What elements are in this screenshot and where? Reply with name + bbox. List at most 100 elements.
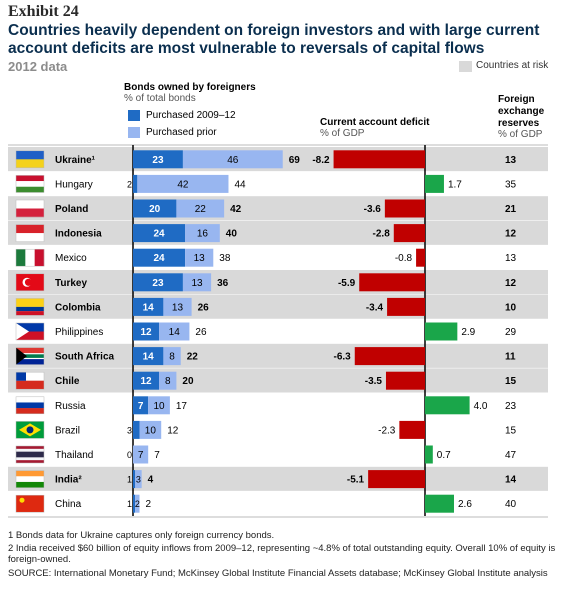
- bar-prior: [185, 224, 220, 243]
- fx-value-label: 10: [505, 302, 517, 313]
- bar-prior-label: 22: [195, 204, 207, 215]
- country-label: Indonesia: [55, 229, 102, 240]
- bar-cad: [425, 494, 454, 513]
- risk-band: [8, 220, 548, 246]
- bar-prior: [182, 273, 212, 292]
- bar-prior: [185, 248, 214, 267]
- bar-prior: [139, 420, 162, 439]
- risk-band: [8, 270, 548, 295]
- risk-band: [8, 196, 548, 221]
- bar-recent-label: 14: [143, 352, 155, 363]
- cad-value-label: -2.3: [378, 425, 396, 436]
- country-label: India²: [55, 475, 82, 486]
- bar-recent: [133, 470, 136, 489]
- bond-total-label: 26: [198, 302, 210, 313]
- bond-total-label: 44: [234, 179, 246, 190]
- country-label: Brazil: [55, 425, 80, 436]
- bar-recent: [133, 494, 136, 513]
- bond-total-label: 20: [182, 376, 194, 387]
- bar-cad: [359, 273, 425, 292]
- turkey-flag-icon: [15, 273, 45, 292]
- country-label: Colombia: [55, 302, 101, 313]
- bar-recent-label: 14: [143, 302, 155, 313]
- bond-total-label: 36: [217, 278, 229, 289]
- country-label: Hungary: [55, 179, 93, 190]
- bar-prior-label: 13: [194, 253, 206, 264]
- fx-value-label: 11: [505, 352, 516, 363]
- bar-prior-label: 8: [165, 376, 171, 387]
- bar-cad: [387, 297, 425, 316]
- bar-recent: [133, 224, 186, 243]
- risk-band: [8, 466, 548, 492]
- bar-recent-label: 20: [149, 204, 161, 215]
- bar-prior-label: 10: [153, 401, 165, 412]
- risk-band: [8, 343, 548, 369]
- brazil-flag-icon: [15, 421, 45, 439]
- bar-recent: [133, 347, 164, 366]
- bar-recent: [133, 199, 177, 218]
- bar-recent-label: 1: [127, 499, 132, 509]
- country-label: Chile: [55, 376, 80, 387]
- footnote-2: 2 India received $60 billion of equity i…: [8, 543, 556, 565]
- risk-legend-swatch: [459, 61, 472, 72]
- bar-recent: [133, 371, 160, 390]
- exhibit-label: Exhibit 24: [8, 3, 79, 20]
- bar-prior: [182, 150, 283, 169]
- country-label: China: [55, 499, 82, 510]
- bar-recent-label: 3: [127, 425, 132, 435]
- cad-value-label: -2.8: [373, 229, 391, 240]
- bar-cad: [368, 470, 425, 489]
- china-flag-icon: [15, 494, 45, 513]
- legend-recent-label: Purchased 2009–12: [146, 110, 236, 121]
- cad-value-label: -3.5: [365, 376, 383, 387]
- bar-cad: [416, 248, 425, 267]
- fx-value-label: 12: [505, 229, 517, 240]
- bar-recent-label: 12: [140, 376, 152, 387]
- ukraine-flag-icon: [15, 150, 45, 169]
- poland-flag-icon: [15, 199, 45, 218]
- bond-total-label: 38: [219, 253, 231, 264]
- legend-recent-swatch: [128, 110, 140, 121]
- bar-recent: [133, 297, 164, 316]
- bar-cad: [333, 150, 425, 169]
- bar-recent: [133, 150, 183, 169]
- bar-recent: [133, 273, 183, 292]
- bar-cad: [354, 347, 425, 366]
- mexico-flag-icon: [15, 248, 45, 267]
- bar-recent-label: 24: [153, 229, 165, 240]
- bar-prior-label: 46: [227, 155, 239, 166]
- legend-prior-label: Purchased prior: [146, 127, 217, 138]
- chart-title: Countries heavily dependent on foreign i…: [8, 22, 540, 57]
- bond-total-label: 42: [230, 204, 242, 215]
- bar-cad: [399, 420, 425, 439]
- bar-recent: [133, 396, 149, 415]
- bar-prior-label: 10: [145, 425, 157, 436]
- bonds-column-title: Bonds owned by foreigners: [124, 82, 256, 93]
- fx-value-label: 35: [505, 179, 517, 190]
- bond-total-label: 7: [154, 450, 160, 461]
- fx-value-label: 12: [505, 278, 517, 289]
- cad-value-label: -3.4: [366, 302, 384, 313]
- bar-recent-label: 23: [152, 155, 164, 166]
- fx-value-label: 47: [505, 450, 517, 461]
- risk-band: [8, 368, 548, 393]
- country-label: Poland: [55, 204, 88, 215]
- cad-value-label: 4.0: [474, 401, 488, 412]
- cad-value-label: -8.2: [312, 155, 330, 166]
- bond-total-label: 2: [146, 499, 152, 510]
- bar-recent: [133, 174, 138, 193]
- bar-prior: [159, 371, 177, 390]
- bar-recent: [133, 322, 160, 341]
- hungary-flag-icon: [15, 175, 45, 193]
- risk-legend-label: Countries at risk: [476, 60, 549, 71]
- philippines-flag-icon: [15, 322, 45, 341]
- bar-prior: [163, 297, 192, 316]
- bar-recent-label: 24: [153, 253, 165, 264]
- bar-prior-label: 2: [135, 499, 140, 509]
- bond-total-label: 4: [148, 475, 154, 486]
- country-label: Mexico: [55, 253, 87, 264]
- fx-value-label: 15: [505, 425, 517, 436]
- country-label: Ukraine¹: [55, 155, 96, 166]
- bar-recent-label: 0: [127, 450, 132, 460]
